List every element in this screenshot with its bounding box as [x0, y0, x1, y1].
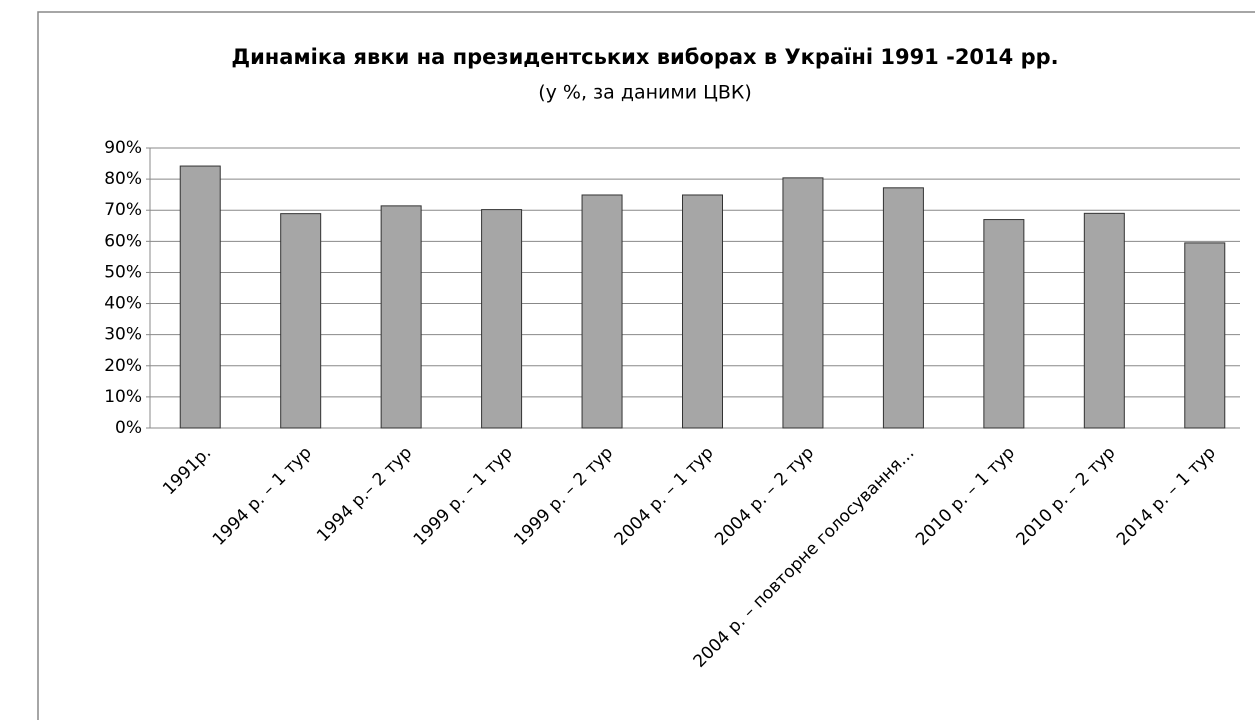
x-tick-label: 2004 р. – 2 тур	[711, 443, 818, 550]
y-tick-label: 40%	[104, 294, 142, 314]
bar	[983, 219, 1025, 429]
bar	[481, 209, 523, 429]
y-tick-label: 70%	[104, 200, 142, 220]
x-tick-label: 1991р.	[159, 443, 215, 499]
chart-title: Динаміка явки на президентських виборах …	[231, 45, 1058, 69]
bar	[1083, 212, 1125, 429]
chart-subtitle: (у %, за даними ЦВК)	[538, 82, 752, 104]
x-tick-label: 1999 р. – 1 тур	[410, 443, 517, 550]
x-tick-label: 1994 р.– 2 тур	[313, 443, 416, 546]
chart-frame	[37, 11, 1255, 720]
bar	[782, 177, 824, 429]
y-tick-label: 50%	[104, 262, 142, 282]
x-tick-label: 2004 р. – повторне голосування…	[690, 443, 919, 672]
x-tick-label: 2010 р. – 1 тур	[912, 443, 1019, 550]
y-tick-label: 20%	[104, 356, 142, 376]
bar	[1184, 242, 1226, 429]
y-tick-label: 60%	[104, 231, 142, 251]
x-tick-label: 2010 р. – 2 тур	[1013, 443, 1120, 550]
x-tick-label: 2004 р. – 1 тур	[611, 443, 718, 550]
y-tick-label: 30%	[104, 325, 142, 345]
y-tick-label: 10%	[104, 387, 142, 407]
bar	[179, 165, 221, 429]
y-tick-label: 90%	[104, 138, 142, 158]
x-tick-label: 1994 р. – 1 тур	[209, 443, 316, 550]
bar	[380, 205, 422, 429]
y-tick-label: 0%	[115, 418, 142, 438]
bar	[882, 187, 924, 429]
x-tick-label: 2014 р. – 1 тур	[1113, 443, 1220, 550]
bar	[682, 194, 723, 429]
bar	[280, 213, 322, 429]
x-tick-label: 1999 р. – 2 тур	[510, 443, 617, 550]
y-tick-label: 80%	[104, 169, 142, 189]
bar	[581, 194, 623, 429]
